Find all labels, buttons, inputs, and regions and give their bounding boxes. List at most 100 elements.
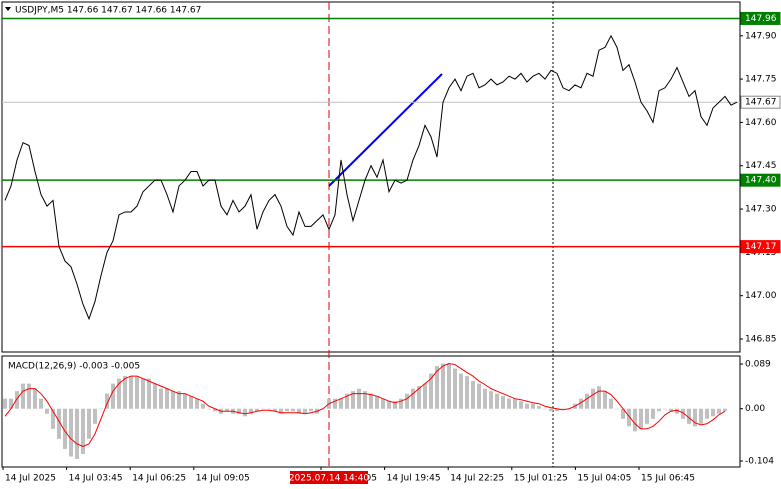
level-label: 147.96 [745,14,777,24]
macd-bar [471,381,475,409]
menu-arrow [5,7,11,11]
macd-bar [609,398,613,409]
x-tick-label: 15 Jul 06:45 [641,474,695,484]
macd-bar [339,398,343,409]
price-line [4,34,738,321]
macd-bar [243,408,247,417]
level-box [740,240,781,254]
y-tick-label: 146.85 [745,335,777,345]
macd-bar [171,391,175,409]
crosshair-box [290,471,368,484]
macd-bar [549,408,553,412]
macd-bar [375,396,379,409]
macd-bar [453,368,457,409]
level-box [740,95,781,109]
macd-bar [213,408,217,412]
macd-label: MACD(12,26,9) -0.003 -0.005 [8,362,140,372]
macd-bar [465,376,469,409]
macd-bar [291,408,295,412]
macd-bar [165,388,169,409]
x-tick-label: 14 Jul 03:45 [69,474,123,484]
y-tick-label: 147.45 [745,161,777,171]
macd-signal [4,363,726,447]
macd-bar [627,408,631,427]
macd-bar [9,398,13,409]
macd-bar [279,408,283,414]
macd-bar [477,383,481,409]
macd-bar [537,406,541,409]
macd-bar [543,408,547,410]
level-box [740,173,781,187]
x-tick-label: 14 Jul 09:05 [196,474,250,484]
macd-bar [69,408,73,457]
macd-bar [639,408,643,429]
macd-bar [159,388,163,409]
macd-bar [585,393,589,409]
macd-bar [237,408,241,414]
macd-bar [579,398,583,409]
macd-bar [501,396,505,409]
macd-bar [255,408,259,412]
macd-bar [423,383,427,409]
macd-bar [63,408,67,449]
macd-bar [225,408,229,412]
macd-bar [183,393,187,409]
macd-bar [381,398,385,409]
x-tick-label: 14 Jul 06:25 [132,474,186,484]
macd-bar [693,408,697,427]
macd-bar [459,373,463,409]
macd-bar [531,403,535,409]
macd-bar [93,408,97,424]
macd-bar [81,408,85,454]
macd-bar [141,378,145,409]
macd-bar [405,393,409,409]
y-tick-label: 147.75 [745,75,777,85]
macd-bar [435,366,439,409]
macd-bar [357,388,361,409]
macd-bar [351,391,355,409]
macd-bar [513,398,517,409]
macd-bar [387,401,391,409]
macd-bar [135,376,139,409]
macd-bar [591,388,595,409]
macd-bar [711,408,715,417]
macd-bar [687,408,691,424]
macd-bar [669,408,673,412]
macd-bar [201,403,205,409]
macd-tick-label: 0.00 [745,404,765,414]
macd-bar [27,383,31,409]
y-tick-label: 147.00 [745,291,777,301]
x-tick-label: 14 Jul 22:25 [450,474,504,484]
macd-bar [399,398,403,409]
macd-bar [519,401,523,409]
macd-bar [651,408,655,419]
x-tick-label: 15 Jul 01:25 [514,474,568,484]
macd-bar [447,363,451,409]
x-tick-label: 15 Jul 04:05 [577,474,631,484]
macd-panel [1,355,741,468]
macd-bar [699,408,703,424]
macd-bar [297,408,301,414]
macd-bar [363,391,367,409]
macd-bar [621,408,625,419]
macd-bar [15,391,19,409]
macd-bar [273,408,277,412]
macd-bar [309,408,313,412]
macd-bar [345,393,349,409]
macd-bar [267,408,271,410]
macd-bar [117,378,121,409]
macd-bar [147,378,151,409]
y-tick-label: 147.30 [745,205,777,215]
macd-tick-label: -0.104 [745,456,774,466]
level-label: 147.40 [745,176,777,186]
macd-bar [21,383,25,409]
macd-bar [561,408,565,410]
macd-bar [429,373,433,409]
macd-bar [411,388,415,409]
macd-bar [603,391,607,409]
macd-bar [261,408,265,410]
macd-bar [3,398,7,409]
macd-bar [177,391,181,409]
macd-bar [87,408,91,439]
